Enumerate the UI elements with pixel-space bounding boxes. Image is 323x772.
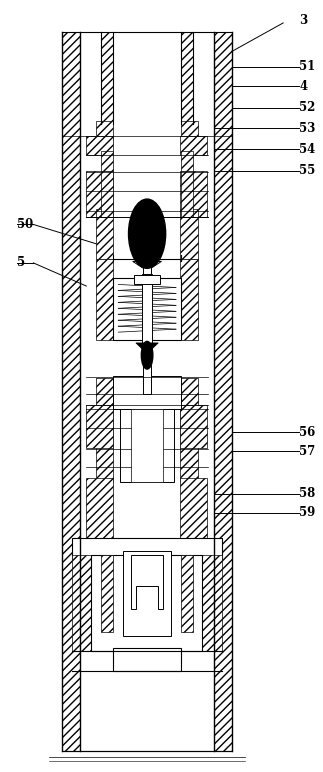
Bar [180,479,207,540]
Bar [143,259,151,279]
Text: 57: 57 [299,445,316,458]
Ellipse shape [129,199,166,269]
Bar [131,409,163,482]
Bar [181,120,198,140]
Text: 56: 56 [299,425,316,438]
Polygon shape [133,262,162,271]
Bar [86,405,113,448]
Bar [123,551,171,636]
Bar [86,171,113,217]
Bar [120,409,174,482]
Bar [96,378,113,409]
Bar [96,209,113,259]
Bar [113,376,181,409]
Text: 58: 58 [299,487,316,500]
Bar [180,171,207,217]
Bar [181,555,193,632]
Bar [143,354,151,394]
Polygon shape [131,555,163,609]
Bar [142,275,152,344]
Text: 53: 53 [299,122,316,135]
Bar [101,32,113,124]
Bar [203,555,222,652]
Polygon shape [136,343,158,354]
Bar [72,537,222,559]
Bar [180,136,207,155]
Text: 50: 50 [17,218,34,231]
Bar [113,279,181,340]
Bar [180,209,198,259]
Bar [101,151,113,174]
Bar [101,171,113,217]
Bar [96,259,113,340]
Bar [181,151,193,174]
Bar [180,405,198,482]
Text: 3: 3 [299,14,307,27]
Bar [96,120,113,140]
Bar [181,171,193,217]
Bar [113,648,181,671]
Text: 55: 55 [299,164,316,177]
Bar [214,32,232,751]
Bar [72,555,91,652]
Bar [62,32,80,751]
Text: 5: 5 [17,256,26,269]
Text: 4: 4 [299,80,307,93]
Circle shape [141,341,153,369]
Bar [180,259,198,340]
Bar [91,555,203,652]
Bar [96,405,113,482]
Text: 59: 59 [299,506,316,520]
Bar [86,479,113,540]
Text: 54: 54 [299,143,316,156]
Bar [180,378,198,409]
Bar [86,136,113,155]
Bar [180,405,207,448]
Bar [101,555,113,632]
Text: 51: 51 [299,60,316,73]
Text: 52: 52 [299,101,316,114]
Bar [134,276,160,284]
Bar [181,32,193,124]
